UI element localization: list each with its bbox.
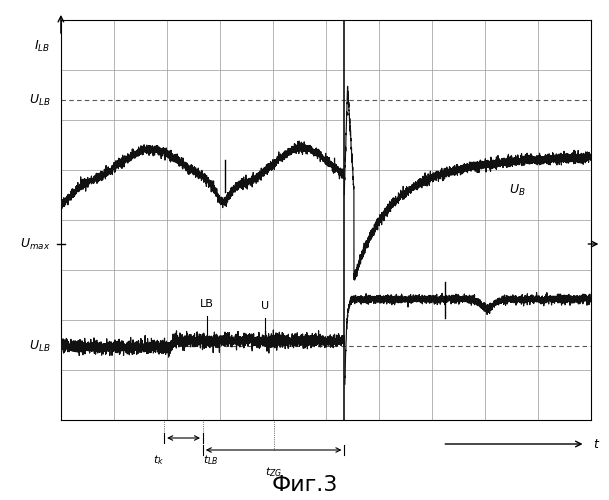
Text: U: U bbox=[261, 301, 269, 311]
Text: $I_{LB}$: $I_{LB}$ bbox=[34, 38, 51, 54]
Text: $U_{LB}$: $U_{LB}$ bbox=[29, 92, 51, 108]
Text: $U_{LB}$: $U_{LB}$ bbox=[29, 338, 51, 353]
Text: $t_k$: $t_k$ bbox=[153, 453, 164, 467]
Text: $U_{max}$: $U_{max}$ bbox=[20, 236, 51, 252]
Text: LB: LB bbox=[200, 299, 214, 309]
Text: $t_{ZG}$: $t_{ZG}$ bbox=[265, 465, 283, 479]
Text: $t$: $t$ bbox=[593, 438, 600, 450]
Text: Фиг.3: Фиг.3 bbox=[272, 475, 337, 495]
Text: $U_B$: $U_B$ bbox=[509, 182, 525, 198]
Text: $t_{LB}$: $t_{LB}$ bbox=[203, 453, 219, 467]
